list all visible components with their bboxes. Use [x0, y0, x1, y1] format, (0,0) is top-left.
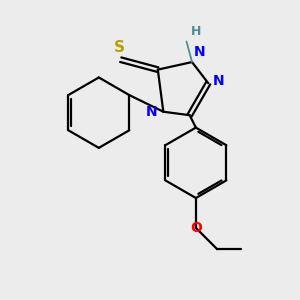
Text: N: N	[194, 45, 206, 59]
Text: S: S	[114, 40, 125, 56]
Text: N: N	[212, 74, 224, 88]
Text: N: N	[145, 105, 157, 119]
Text: O: O	[190, 221, 202, 235]
Text: H: H	[191, 25, 201, 38]
